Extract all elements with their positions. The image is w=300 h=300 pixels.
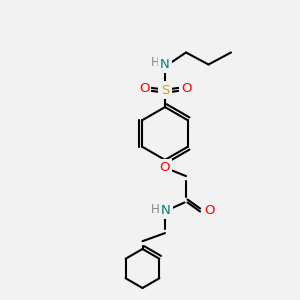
Text: N: N xyxy=(160,58,170,71)
Text: O: O xyxy=(204,203,214,217)
Text: H: H xyxy=(151,56,160,69)
Text: O: O xyxy=(139,82,149,95)
Text: S: S xyxy=(161,83,169,97)
Text: O: O xyxy=(181,82,191,95)
Text: O: O xyxy=(160,161,170,174)
Text: N: N xyxy=(161,204,170,217)
Text: H: H xyxy=(151,202,160,216)
